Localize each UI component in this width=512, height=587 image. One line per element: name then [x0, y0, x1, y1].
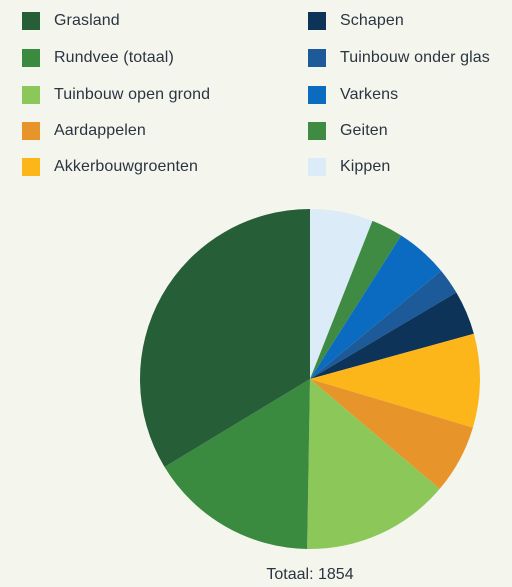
legend-label: Grasland — [54, 12, 120, 29]
legend-swatch — [22, 158, 40, 176]
legend-swatch — [22, 122, 40, 140]
legend-label: Schapen — [340, 12, 404, 29]
chart-legend: Grasland Rundvee (totaal) Tuinbouw open … — [0, 0, 512, 190]
pie-slice-akkerbouwgroenten — [310, 333, 480, 428]
legend-label: Tuinbouw open grond — [54, 86, 211, 103]
pie-slice-rundvee-totaal — [164, 379, 310, 549]
legend-label: Rundvee (totaal) — [54, 49, 174, 66]
pie-slice-aardappelen — [310, 379, 473, 489]
legend-label: Aardappelen — [54, 122, 146, 139]
legend-swatch — [308, 158, 326, 176]
legend-swatch — [308, 122, 326, 140]
legend-swatch — [308, 86, 326, 104]
pie-slice-tuinbouw-onder-glas — [310, 270, 457, 379]
legend-swatch — [308, 12, 326, 30]
legend-item-tuinbouw-open-grond: Tuinbouw open grond — [22, 84, 210, 106]
legend-item-aardappelen: Aardappelen — [22, 120, 146, 142]
pie-slice-tuinbouw-open-grond — [307, 379, 440, 550]
legend-label: Tuinbouw onder glas — [340, 49, 490, 66]
legend-label: Kippen — [340, 158, 391, 175]
legend-item-tuinbouw-onder-glas: Tuinbouw onder glas — [308, 47, 490, 69]
legend-label: Geiten — [340, 122, 388, 139]
legend-item-akkerbouwgroenten: Akkerbouwgroenten — [22, 156, 198, 178]
legend-swatch — [308, 49, 326, 67]
legend-label: Varkens — [340, 86, 399, 103]
pie-chart — [139, 208, 480, 550]
legend-swatch — [22, 49, 40, 67]
legend-item-geiten: Geiten — [308, 120, 388, 142]
legend-label: Akkerbouwgroenten — [54, 158, 199, 175]
legend-item-grasland: Grasland — [22, 10, 120, 32]
pie-slice-schapen — [310, 292, 474, 379]
pie-slice-grasland — [139, 208, 310, 467]
pie-slice-geiten — [310, 220, 402, 379]
legend-item-schapen: Schapen — [308, 10, 404, 32]
pie-slice-kippen — [310, 209, 373, 379]
legend-item-kippen: Kippen — [308, 156, 390, 178]
chart-total-caption: Totaal: 1854 — [266, 566, 354, 583]
pie-slice-varkens — [310, 235, 442, 379]
legend-swatch — [22, 12, 40, 30]
legend-item-rundvee: Rundvee (totaal) — [22, 47, 174, 69]
legend-item-varkens: Varkens — [308, 84, 398, 106]
legend-swatch — [22, 86, 40, 104]
